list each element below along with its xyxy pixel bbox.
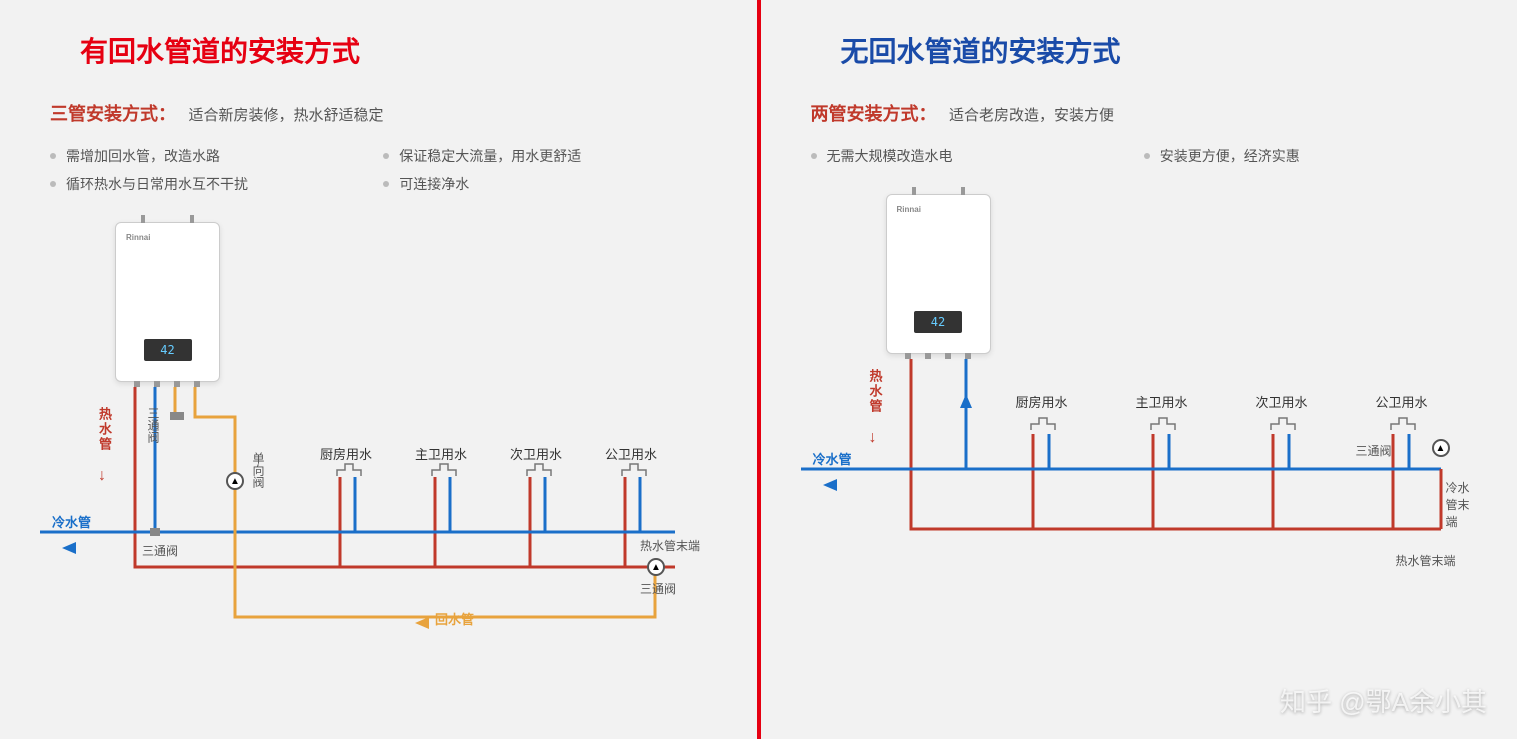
right-subtitle-label: 两管安装方式： <box>811 104 937 124</box>
right-bullets-col2: 安装更方便，经济实惠 <box>1144 146 1477 174</box>
faucet-label: 厨房用水 <box>1016 392 1068 411</box>
tee-end-label: 三通阀 <box>640 580 676 597</box>
bullet-dot-icon <box>383 153 389 159</box>
pipe-diagram-svg <box>40 222 720 652</box>
left-diagram: Rinnai 42 <box>40 222 717 652</box>
tee-valve-bottom-label: 三通阀 <box>142 542 178 559</box>
faucet-label: 厨房用水 <box>320 444 372 463</box>
left-title: 有回水管道的安装方式 <box>80 30 717 70</box>
faucet-icon <box>1029 416 1069 436</box>
right-bullets-col1: 无需大规模改造水电 <box>811 146 1144 174</box>
bullet-item: 保证稳定大流量，用水更舒适 <box>383 146 716 166</box>
bullet-text: 可连接净水 <box>399 174 469 194</box>
bullet-text: 需增加回水管，改造水路 <box>66 146 220 166</box>
left-subtitle-label: 三管安装方式： <box>50 104 176 124</box>
faucet-icon <box>620 462 660 482</box>
hot-arrow-icon: ↓ <box>98 467 106 485</box>
cold-pipe-label: 冷水管 <box>52 512 91 531</box>
faucet-label: 次卫用水 <box>1256 392 1308 411</box>
bullet-dot-icon <box>50 181 56 187</box>
hot-arrow-icon: ↓ <box>869 429 877 447</box>
tee-valve-label: 三通阀 <box>145 407 162 443</box>
check-valve-icon: ▲ <box>226 472 244 490</box>
bullet-item: 可连接净水 <box>383 174 716 194</box>
tee-valve-end-icon: ▲ <box>647 558 665 576</box>
left-bullets: 需增加回水管，改造水路 循环热水与日常用水互不干扰 保证稳定大流量，用水更舒适 … <box>50 146 717 202</box>
comparison-container: 有回水管道的安装方式 三管安装方式： 适合新房装修，热水舒适稳定 需增加回水管，… <box>0 0 1517 739</box>
hot-end-label: 热水管末端 <box>640 537 700 554</box>
bullet-dot-icon <box>383 181 389 187</box>
bullet-dot-icon <box>1144 153 1150 159</box>
left-panel: 有回水管道的安装方式 三管安装方式： 适合新房装修，热水舒适稳定 需增加回水管，… <box>0 0 757 739</box>
tee-valve-icon <box>150 528 160 536</box>
cold-end-label: 冷水管末端 <box>1446 479 1478 530</box>
bullet-item: 无需大规模改造水电 <box>811 146 1144 166</box>
faucet-icon <box>1149 416 1189 436</box>
bullet-text: 保证稳定大流量，用水更舒适 <box>399 146 581 166</box>
check-valve-label: 单向阀 <box>250 452 267 488</box>
watermark: 知乎 @鄂A余小其 <box>1280 682 1487 719</box>
faucet-icon <box>1389 416 1429 436</box>
left-subtitle-row: 三管安装方式： 适合新房装修，热水舒适稳定 <box>50 100 717 126</box>
faucet-label: 公卫用水 <box>1376 392 1428 411</box>
faucet-icon <box>525 462 565 482</box>
right-diagram: Rinnai 42 <box>801 194 1478 624</box>
left-bullets-col2: 保证稳定大流量，用水更舒适 可连接净水 <box>383 146 716 202</box>
faucet-label: 公卫用水 <box>605 444 657 463</box>
cold-pipe-label: 冷水管 <box>813 449 852 468</box>
tee-valve-icon <box>170 412 184 420</box>
bullet-text: 无需大规模改造水电 <box>827 146 953 166</box>
faucet-label: 主卫用水 <box>415 444 467 463</box>
right-subtitle-row: 两管安装方式： 适合老房改造，安装方便 <box>811 100 1478 126</box>
bullet-item: 需增加回水管，改造水路 <box>50 146 383 166</box>
left-bullets-col1: 需增加回水管，改造水路 循环热水与日常用水互不干扰 <box>50 146 383 202</box>
right-subtitle-desc: 适合老房改造，安装方便 <box>949 107 1114 124</box>
faucet-icon <box>430 462 470 482</box>
bullet-item: 循环热水与日常用水互不干扰 <box>50 174 383 194</box>
hot-pipe-label: 热水管 <box>866 369 885 414</box>
tee-valve-icon: ▲ <box>1432 439 1450 457</box>
hot-pipe-label: 热水管 <box>95 407 114 452</box>
tee-valve-label: 三通阀 <box>1356 442 1392 459</box>
right-title: 无回水管道的安装方式 <box>841 30 1478 70</box>
right-bullets: 无需大规模改造水电 安装更方便，经济实惠 <box>811 146 1478 174</box>
right-panel: 无回水管道的安装方式 两管安装方式： 适合老房改造，安装方便 无需大规模改造水电… <box>761 0 1517 739</box>
hot-end-label: 热水管末端 <box>1396 552 1456 569</box>
bullet-text: 循环热水与日常用水互不干扰 <box>66 174 248 194</box>
faucet-icon <box>335 462 375 482</box>
bullet-item: 安装更方便，经济实惠 <box>1144 146 1477 166</box>
faucet-label: 次卫用水 <box>510 444 562 463</box>
bullet-dot-icon <box>50 153 56 159</box>
bullet-text: 安装更方便，经济实惠 <box>1160 146 1300 166</box>
return-pipe-label: 回水管 <box>435 609 474 628</box>
faucet-icon <box>1269 416 1309 436</box>
bullet-dot-icon <box>811 153 817 159</box>
left-subtitle-desc: 适合新房装修，热水舒适稳定 <box>188 107 383 124</box>
faucet-label: 主卫用水 <box>1136 392 1188 411</box>
